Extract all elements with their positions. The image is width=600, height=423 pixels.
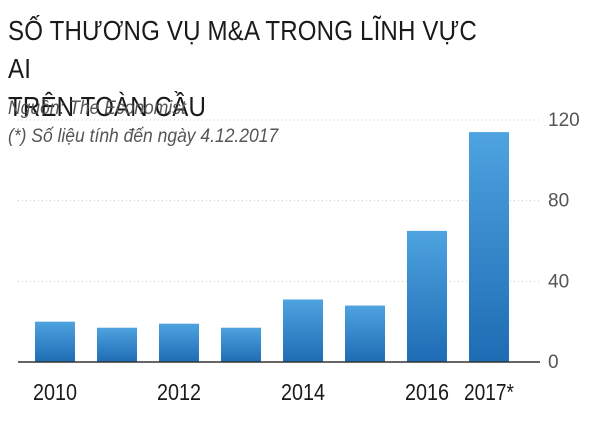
bar-2012 (159, 323, 199, 362)
chart-title: SỐ THƯƠNG VỤ M&A TRONG LĨNH VỰC AI TRÊN … (8, 12, 490, 126)
x-tick-label-2014: 2014 (281, 379, 325, 405)
bar-2015 (345, 305, 385, 362)
x-tick-label-2010: 2010 (33, 379, 77, 405)
bar-2017* (469, 132, 509, 362)
y-tick-label-120: 120 (548, 110, 580, 131)
bar-2010 (35, 321, 75, 362)
chart-title-line-1: SỐ THƯƠNG VỤ M&A TRONG LĨNH VỰC AI (8, 15, 477, 84)
bar-2011 (97, 327, 137, 362)
chart-title-line-2: TRÊN TOÀN CẦU (8, 91, 207, 122)
source-note: Nguồn: The Economist (8, 98, 186, 119)
x-tick-labels: 2010 2012 2014 2016 2017* (33, 379, 514, 405)
x-tick-label-2016: 2016 (405, 379, 449, 405)
bar-2016 (407, 230, 447, 362)
y-tick-label-0: 0 (548, 352, 559, 373)
bar-2014 (283, 299, 323, 362)
footnote: (*) Số liệu tính đến ngày 4.12.2017 (8, 126, 279, 147)
bar-2013 (221, 327, 261, 362)
y-tick-labels: 0 40 80 120 (548, 110, 580, 373)
gridlines (18, 119, 540, 282)
y-tick-label-80: 80 (548, 191, 569, 212)
x-tick-label-2012: 2012 (157, 379, 201, 405)
bars (35, 132, 509, 362)
x-tick-label-2017*: 2017* (464, 379, 514, 405)
y-tick-label-40: 40 (548, 271, 569, 292)
